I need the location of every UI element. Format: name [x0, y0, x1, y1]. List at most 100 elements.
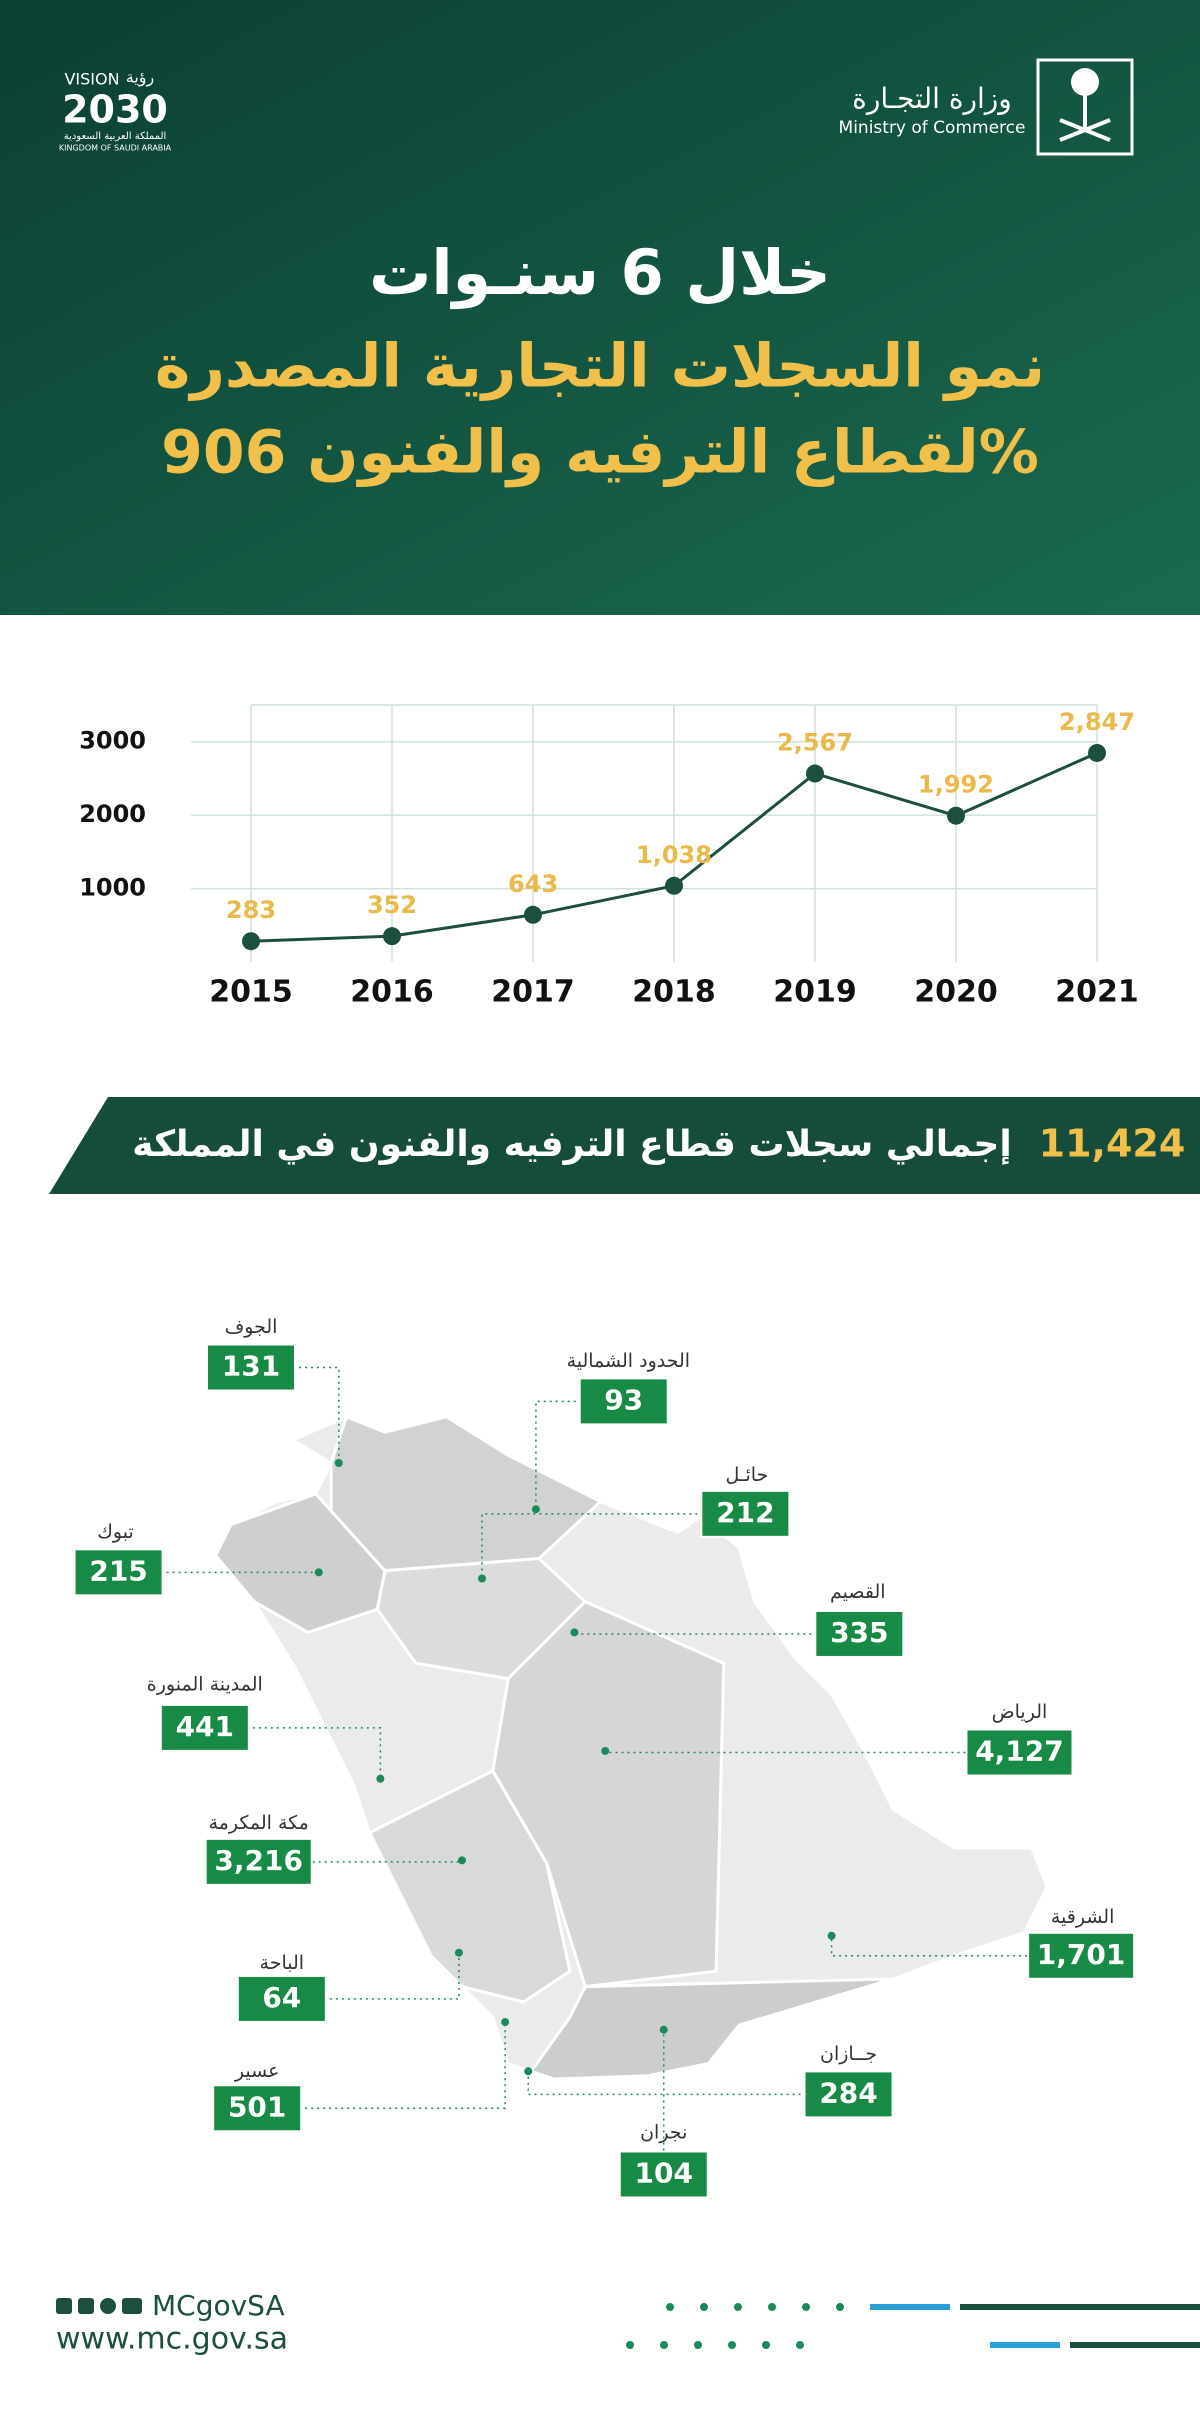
data-point — [383, 927, 401, 946]
deco-dot — [694, 2341, 702, 2349]
x-tick-label: 2020 — [914, 975, 998, 1010]
map-dot — [458, 1856, 466, 1865]
map-dot — [601, 1746, 610, 1755]
ministry-en: Ministry of Commerce — [839, 118, 1026, 138]
y-tick-label: 3000 — [79, 727, 146, 755]
deco-dot — [626, 2341, 634, 2349]
value-label: 2,567 — [777, 729, 853, 757]
data-point — [524, 905, 542, 924]
leader — [204, 1727, 382, 1779]
map-dot — [501, 2018, 510, 2027]
deco-dot — [700, 2303, 708, 2311]
region-name: عسير — [234, 2060, 280, 2082]
vision-latin: VISION — [64, 70, 119, 89]
region-name: مكة المكرمة — [209, 1812, 309, 1834]
value-label: 1,038 — [636, 841, 712, 869]
region-name: نجران — [640, 2121, 687, 2143]
total-value: 11,424 — [1039, 1122, 1186, 1166]
deco-dot — [666, 2303, 674, 2311]
region-name: القصيم — [830, 1581, 886, 1603]
emblem-palm — [1071, 68, 1099, 96]
y-tick-label: 2000 — [79, 800, 146, 828]
value-box — [803, 2070, 894, 2119]
x-tick-label: 2015 — [209, 975, 293, 1010]
value-box — [206, 1343, 297, 1392]
x-tick-label: 2021 — [1055, 975, 1139, 1010]
vision-country-ar: المملكة العربية السعودية — [64, 131, 167, 142]
value-box — [814, 1609, 905, 1658]
icon — [122, 2298, 142, 2314]
vision-ar: رؤية — [126, 68, 154, 88]
data-point — [665, 876, 683, 895]
deco-dot — [728, 2341, 736, 2349]
region-name: الشرقية — [1051, 1906, 1115, 1928]
region-name: الباحة — [260, 1952, 305, 1974]
value-box — [965, 1728, 1074, 1777]
region-name: الحدود الشمالية — [567, 1350, 690, 1372]
region-name: الجوف — [225, 1316, 278, 1338]
region-value: 131 — [222, 1350, 280, 1383]
value-box — [159, 1703, 250, 1752]
deco-dot — [762, 2341, 770, 2349]
deco-dot — [734, 2303, 742, 2311]
map-dot — [314, 1568, 323, 1577]
title-line: خلال 6 سنـوات — [369, 236, 831, 309]
vision-year: 2030 — [62, 88, 168, 132]
region-value: 104 — [635, 2156, 693, 2189]
deco-dot — [768, 2303, 776, 2311]
emblem — [1036, 58, 1134, 156]
region-value: 501 — [228, 2090, 286, 2123]
value-box — [1027, 1931, 1136, 1980]
leader — [257, 2022, 506, 2110]
region-value: 215 — [89, 1554, 147, 1587]
header-bg — [0, 0, 1200, 615]
value-label: 2,847 — [1059, 708, 1135, 736]
title-line: لقطاع الترفيه والفنون 906% — [161, 418, 1039, 488]
social-icons — [56, 2298, 142, 2314]
value-box — [578, 1377, 669, 1426]
map-dot — [454, 1948, 463, 1957]
region-value: 93 — [604, 1383, 643, 1416]
ministry-ar: وزارة التجـارة — [852, 82, 1012, 115]
title-line: نمو السجلات التجارية المصدرة — [155, 332, 1045, 402]
deco-dot — [660, 2341, 668, 2349]
vision-country-en: KINGDOM OF SAUDI ARABIA — [59, 144, 172, 153]
value-box — [700, 1489, 791, 1538]
region-value: 4,127 — [975, 1735, 1064, 1768]
map-dot — [478, 1574, 487, 1583]
map-dot — [376, 1774, 385, 1783]
map-dot — [827, 1931, 836, 1940]
y-tick-label: 1000 — [79, 874, 146, 902]
x-tick-label: 2017 — [491, 975, 575, 1010]
map-region — [367, 1769, 572, 2004]
region-value: 1,701 — [1037, 1938, 1126, 1971]
map-dot — [334, 1459, 343, 1467]
region-name: حائـل — [726, 1464, 769, 1486]
total-banner — [49, 1097, 1200, 1194]
value-box — [618, 2150, 709, 2199]
region-name: المدينة المنورة — [147, 1673, 263, 1695]
region-name: الرياض — [992, 1701, 1048, 1723]
data-point — [947, 806, 965, 825]
deco-dot — [802, 2303, 810, 2311]
region-value: 284 — [819, 2076, 877, 2109]
x-tick-label: 2016 — [350, 975, 434, 1010]
value-label: 352 — [367, 891, 417, 919]
map-dot — [524, 2067, 533, 2076]
deco-dot — [796, 2341, 804, 2349]
region-name: تبوك — [97, 1521, 134, 1543]
map-dot — [570, 1628, 579, 1637]
x-tick-label: 2018 — [632, 975, 716, 1010]
data-point — [806, 764, 824, 783]
region-value: 335 — [830, 1616, 888, 1649]
region-value: 3,216 — [214, 1844, 303, 1877]
x-tick-label: 2019 — [773, 975, 857, 1010]
value-label: 1,992 — [918, 771, 994, 799]
data-point — [242, 932, 260, 951]
map-region — [528, 1977, 894, 2081]
total-label: إجمالي سجلات قطاع الترفيه والفنون في الم… — [132, 1124, 1011, 1165]
region-name: جــازان — [820, 2043, 877, 2065]
data-point — [1088, 743, 1106, 762]
